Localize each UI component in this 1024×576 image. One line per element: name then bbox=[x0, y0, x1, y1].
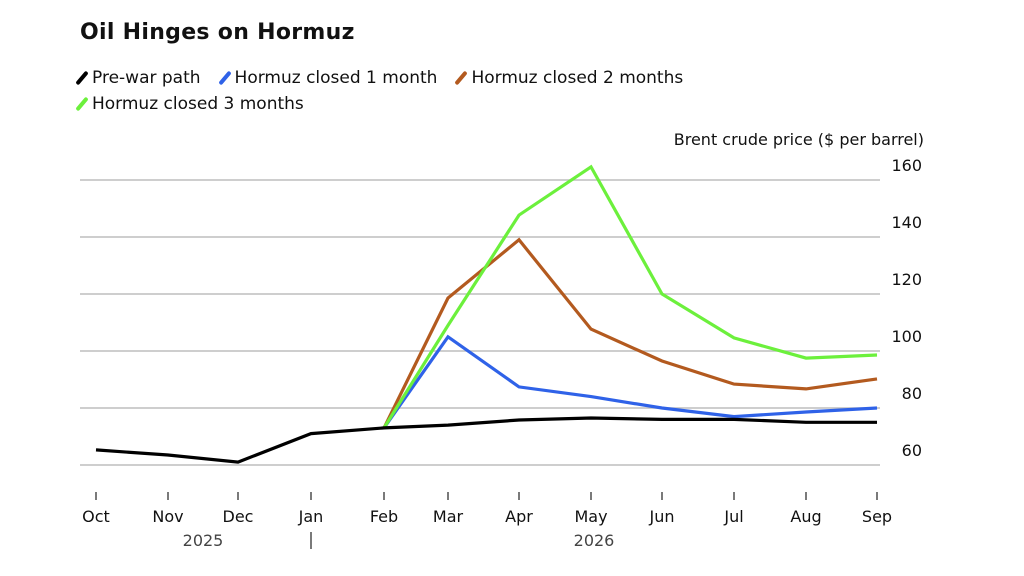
x-tick-label: Jul bbox=[723, 507, 743, 526]
y-axis-label: Brent crude price ($ per barrel) bbox=[673, 130, 924, 149]
legend-label: Hormuz closed 3 months bbox=[92, 94, 304, 114]
y-tick-label: 60 bbox=[902, 441, 922, 460]
year-label: 2026 bbox=[574, 531, 615, 550]
legend-label: Hormuz closed 2 months bbox=[471, 68, 684, 88]
legend-item-1-month: Hormuz closed 1 month bbox=[217, 68, 438, 88]
legend-label: Pre-war path bbox=[92, 68, 201, 88]
legend-row-1: Pre-war path Hormuz closed 1 month Hormu… bbox=[75, 68, 684, 88]
series-line-hormuz-closed-1-month bbox=[382, 334, 878, 429]
x-tick-label: Apr bbox=[505, 507, 533, 526]
y-tick-label: 120 bbox=[891, 270, 922, 289]
x-tick-label: Jan bbox=[298, 507, 324, 526]
x-tick-label: Feb bbox=[370, 507, 398, 526]
series-line-hormuz-closed-2-months bbox=[382, 237, 878, 429]
x-tick-label: May bbox=[574, 507, 607, 526]
chart-title: Oil Hinges on Hormuz bbox=[80, 20, 355, 45]
x-tick-label: Dec bbox=[223, 507, 254, 526]
x-tick-label: Sep bbox=[862, 507, 892, 526]
x-tick-label: Jun bbox=[649, 507, 675, 526]
x-tick-label: Nov bbox=[152, 507, 183, 526]
legend-item-3-months: Hormuz closed 3 months bbox=[75, 94, 304, 114]
y-tick-label: 140 bbox=[891, 213, 922, 232]
legend-label: Hormuz closed 1 month bbox=[234, 68, 438, 88]
legend-item-pre-war: Pre-war path bbox=[75, 68, 201, 88]
series-line-hormuz-closed-3-months bbox=[382, 164, 878, 429]
x-tick-label: Aug bbox=[790, 507, 821, 526]
y-tick-label: 80 bbox=[902, 384, 922, 403]
y-tick-label: 100 bbox=[891, 327, 922, 346]
year-label: 2025 bbox=[183, 531, 224, 550]
legend-row-2: Hormuz closed 3 months bbox=[75, 94, 304, 114]
series-line-pre-war-path bbox=[95, 416, 877, 464]
legend-item-2-months: Hormuz closed 2 months bbox=[454, 68, 684, 88]
x-tick-label: Mar bbox=[433, 507, 464, 526]
x-tick-label: Oct bbox=[82, 507, 110, 526]
y-tick-label: 160 bbox=[891, 156, 922, 175]
